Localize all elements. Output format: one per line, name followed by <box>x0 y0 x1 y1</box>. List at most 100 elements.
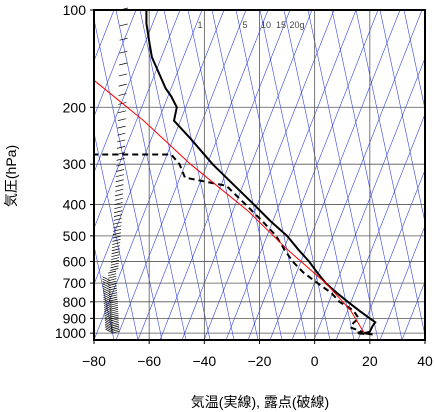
guide-line <box>203 10 335 340</box>
guide-line <box>225 10 357 340</box>
wind-barb <box>102 290 112 295</box>
guide-line <box>331 10 403 340</box>
wind-barb <box>110 260 120 263</box>
guide-line <box>259 10 331 340</box>
guide-line <box>247 10 379 340</box>
guide-line <box>283 10 355 340</box>
y-tick-label: 600 <box>63 253 87 269</box>
guide-line <box>163 10 235 340</box>
guide-line <box>94 10 203 285</box>
wind-barb <box>117 139 126 143</box>
wind-barb <box>118 73 128 77</box>
y-tick-label: 100 <box>63 2 87 18</box>
mixing-ratio-label: 15 <box>276 20 286 30</box>
wind-barb <box>110 265 119 269</box>
x-tick-label: −40 <box>192 353 216 369</box>
mixing-ratio-labels: 1 5 10 15 20g <box>197 20 304 30</box>
wind-barb <box>112 235 121 239</box>
wind-barb <box>113 225 122 229</box>
guide-line <box>94 10 137 118</box>
y-axis-label: 気圧(hPa) <box>3 145 19 207</box>
wind-barb <box>105 328 114 334</box>
wind-barb <box>118 83 127 87</box>
wind-barb <box>115 174 124 178</box>
wind-barbs <box>102 7 129 334</box>
wind-barb <box>116 169 125 172</box>
wind-barb <box>117 125 126 129</box>
x-tick-label: 0 <box>311 353 319 369</box>
wind-barb <box>108 273 117 277</box>
mixing-ratio-label: 10 <box>261 20 271 30</box>
wind-barb <box>102 283 111 289</box>
guide-line <box>115 10 187 340</box>
guide-line <box>428 10 435 340</box>
wind-barb <box>111 251 120 255</box>
wind-barb <box>113 218 122 221</box>
wind-barb <box>114 206 123 210</box>
wind-barb <box>102 281 111 286</box>
guide-line <box>379 10 425 224</box>
guide-line <box>94 131 139 340</box>
series-line-2 <box>94 79 365 334</box>
x-tick-label: 20 <box>362 353 378 369</box>
wind-barb <box>103 292 112 298</box>
guide-line <box>307 10 379 340</box>
guide-line <box>335 113 425 340</box>
mixing-ratio-label: 5 <box>242 20 247 30</box>
wind-barb <box>103 296 112 302</box>
wind-barb <box>112 242 121 245</box>
wind-barb <box>114 202 123 205</box>
wind-barb <box>116 146 126 149</box>
wind-barb <box>112 239 121 242</box>
wind-barb <box>111 245 121 249</box>
wind-barb <box>112 232 121 236</box>
series-line-0 <box>145 10 377 336</box>
y-tick-label: 1000 <box>55 325 86 341</box>
mixing-ratio-label: 1 <box>197 20 202 30</box>
wind-barb <box>103 307 113 312</box>
wind-barb <box>107 270 117 274</box>
wind-barb <box>111 257 120 260</box>
wind-barb <box>104 320 114 325</box>
guide-line <box>355 10 425 337</box>
wind-barb <box>102 278 111 284</box>
x-tick-label: −20 <box>248 353 272 369</box>
wind-barb <box>104 316 113 322</box>
guide-line <box>211 10 283 340</box>
y-tick-label: 300 <box>63 156 87 172</box>
guide-line <box>379 224 425 340</box>
wind-barb <box>116 158 125 161</box>
wind-barb <box>114 210 123 214</box>
y-tick-label: 900 <box>63 310 87 326</box>
mixing-ratio-label: 20g <box>289 20 304 30</box>
wind-barb <box>115 184 124 187</box>
wind-barb <box>113 214 123 217</box>
guide-line <box>94 10 225 340</box>
wind-barb <box>117 110 127 114</box>
wind-barb <box>104 321 114 327</box>
wind-barb <box>103 305 113 310</box>
wind-barb <box>110 262 119 266</box>
wind-barb <box>103 294 112 300</box>
wind-barb <box>113 221 122 225</box>
guide-line <box>139 10 211 340</box>
y-tick-label: 700 <box>63 275 87 291</box>
guide-line <box>401 280 425 340</box>
wind-barb <box>117 118 126 121</box>
x-axis-label: 気温(実線), 露点(破線) <box>191 394 329 410</box>
wind-barb <box>115 188 124 192</box>
wind-barb <box>103 300 112 306</box>
wind-barb <box>108 275 117 279</box>
y-tick-label: 800 <box>63 294 87 310</box>
wind-barb <box>104 308 113 314</box>
wind-barb <box>119 50 128 54</box>
guide-line <box>313 57 425 340</box>
wind-barb <box>119 23 128 27</box>
guide-line <box>357 169 425 340</box>
wind-barb <box>119 62 128 66</box>
guide-line <box>94 10 159 174</box>
wind-barb <box>104 312 113 318</box>
wind-barb <box>104 318 113 323</box>
y-tick-label: 500 <box>63 228 87 244</box>
